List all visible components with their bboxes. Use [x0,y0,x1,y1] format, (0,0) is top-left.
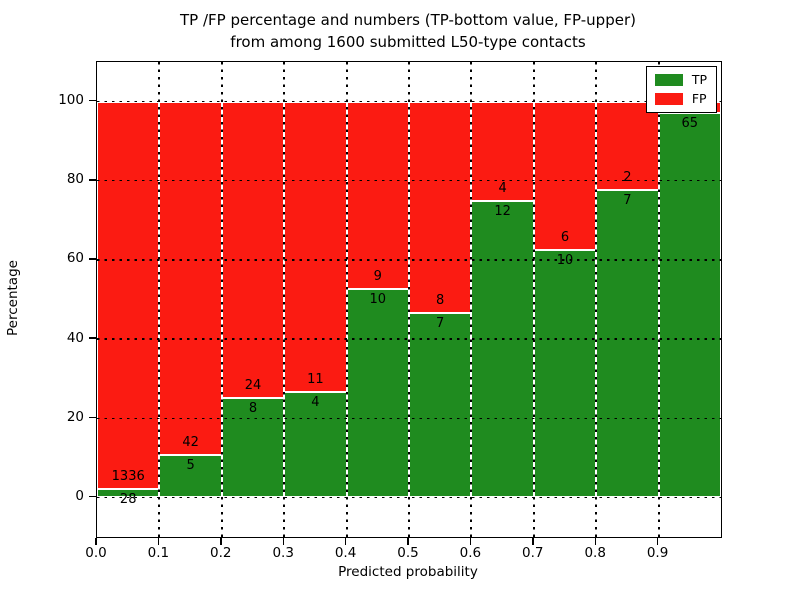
y-tick-label: 60 [66,250,84,267]
y-tick-label: 40 [66,329,84,346]
bar-count-label-fp: 1336 [111,469,145,485]
bar-segment-fp [409,101,472,313]
x-gridline [595,62,598,537]
legend-label-tp: TP [691,72,707,87]
y-tick-label: 0 [75,487,84,504]
bar-count-label-fp: 42 [182,435,199,451]
x-tick-label: 0.1 [147,545,170,561]
y-tick-mark [89,99,96,102]
x-tick-label: 0.5 [397,545,419,561]
bar-count-label-fp: 9 [373,269,382,285]
bar-count-label-fp: 4 [498,180,507,196]
bar-count-label-tp: 8 [248,401,258,417]
x-gridline [408,62,410,537]
bar-count-label-tp: 7 [436,315,445,331]
x-tick-mark [469,537,472,545]
bar-count-label-fp: 11 [307,371,324,387]
bar-count-label-tp: 12 [494,203,511,219]
bar-count-label-tp: 65 [681,116,699,132]
chart-title: TP /FP percentage and numbers (TP-bottom… [96,10,720,54]
x-tick-mark [532,537,534,545]
bar-segment-tp [409,312,472,498]
bar-segment-tp [221,398,285,498]
y-axis-label: Percentage [5,260,21,336]
y-tick-mark [89,337,96,339]
bar-segment-fp [346,101,409,290]
bar-count-label-tp: 4 [311,394,320,410]
bar-count-label-fp: 6 [560,230,570,246]
x-axis-label: Predicted probability [338,564,478,580]
x-tick-label: 0.6 [459,545,482,561]
y-tick-mark [89,495,96,498]
x-tick-mark [344,537,347,545]
x-tick-label: 0.2 [210,545,232,561]
legend-item-tp: TP [654,72,707,87]
x-tick-label: 0.0 [85,545,107,561]
bar-segment-fp [159,101,222,456]
x-gridline [532,62,535,537]
x-tick-label: 0.7 [522,545,544,561]
x-tick-mark [656,537,659,545]
x-tick-mark [220,537,222,545]
x-tick-mark [95,537,97,545]
y-gridline [97,417,721,419]
y-tick-label: 100 [58,92,84,109]
bar-count-label-tp: 10 [556,253,574,269]
x-gridline [283,62,286,537]
x-gridline [220,62,223,537]
x-tick-mark [407,537,409,545]
x-tick-label: 0.4 [334,545,357,561]
legend-item-fp: FP [654,91,707,106]
x-tick-label: 0.8 [584,545,606,561]
x-tick-mark [594,537,596,545]
bar-count-label-tp: 10 [369,292,387,308]
y-tick-mark [89,416,96,419]
y-gridline [97,100,721,103]
y-gridline [97,180,721,182]
chart-title-line2: from among 1600 submitted L50-type conta… [230,32,586,51]
fp-swatch-icon [654,93,683,105]
y-tick-label: 80 [66,171,84,188]
x-tick-label: 0.9 [646,545,669,561]
plot-area: 1336284252481149108741261027265 TP FP [96,61,722,538]
bar-count-label-tp: 28 [119,492,137,508]
legend-label-fp: FP [691,91,707,106]
x-gridline [470,62,473,537]
x-tick-mark [282,537,284,545]
bar-count-label-fp: 8 [436,292,445,308]
bar-count-label-fp: 2 [623,169,632,185]
bar-segment-tp [533,250,597,498]
bar-count-label-tp: 5 [186,458,195,474]
y-tick-label: 20 [66,408,84,425]
x-gridline [657,62,660,537]
chart-title-line1: TP /FP percentage and numbers (TP-bottom… [180,11,636,29]
bar-segment-fp [221,101,285,399]
y-gridline [97,259,721,261]
bar-segment-tp [596,189,659,498]
bar-count-label-fp: 24 [244,378,262,394]
x-tick-mark [157,537,160,545]
x-gridline [158,62,161,537]
bar-count-label-tp: 7 [623,192,632,208]
bar-segment-fp [284,101,347,392]
y-gridline [97,338,721,340]
legend: TP FP [645,66,717,113]
x-tick-label: 0.3 [272,545,294,561]
bar-segment-fp [97,101,160,490]
y-gridline [97,496,721,499]
y-tick-mark [89,179,96,181]
x-gridline [345,62,348,537]
y-tick-mark [89,258,96,260]
tp-swatch-icon [654,74,683,86]
